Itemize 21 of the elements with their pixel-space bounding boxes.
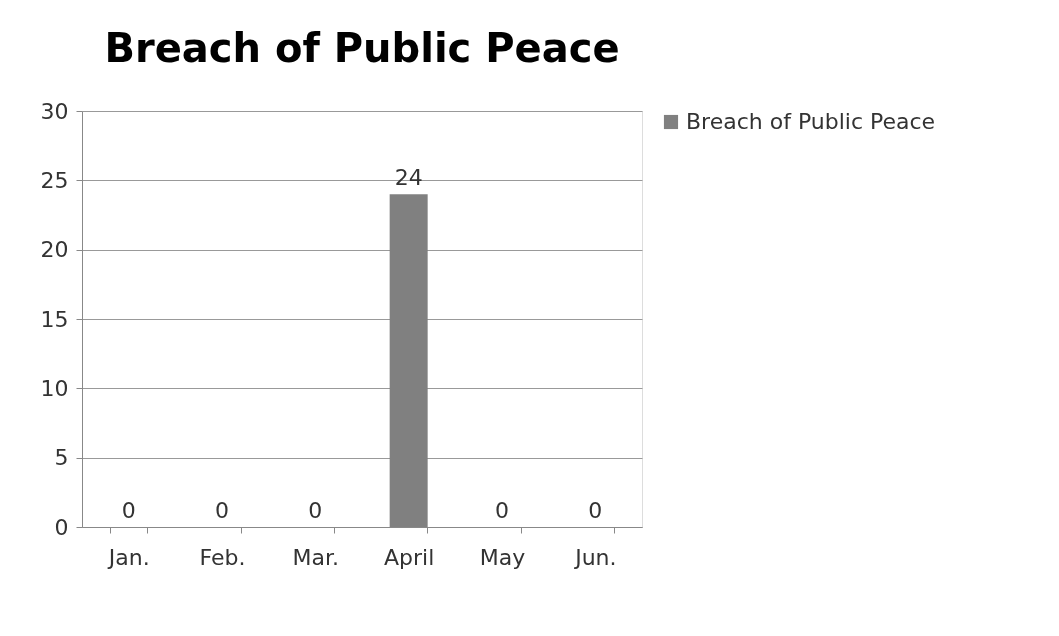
- x-tick-label: May: [479, 544, 526, 570]
- y-tick-label: 25: [40, 167, 69, 193]
- x-tick-label: April: [384, 544, 435, 570]
- y-tick-label: 20: [40, 237, 69, 263]
- y-tick-label: 5: [54, 445, 69, 471]
- data-label: 24: [394, 165, 423, 191]
- data-label: 0: [215, 498, 229, 523]
- data-label: 0: [495, 498, 509, 523]
- x-tick-label: Jan.: [106, 544, 150, 570]
- data-label: 0: [121, 498, 136, 523]
- x-tick-label: Feb.: [199, 544, 246, 570]
- legend-label: Breach of Public Peace: [686, 109, 936, 134]
- y-tick-label: 0: [54, 514, 69, 540]
- data-label: 0: [588, 498, 603, 523]
- x-tick-label: Jun.: [573, 544, 617, 570]
- chart-title: Breach of Public Peace: [104, 25, 620, 71]
- y-tick-label: 15: [40, 306, 69, 332]
- data-label: 0: [308, 498, 323, 523]
- y-tick-label: 10: [40, 375, 69, 401]
- x-tick-label: Mar.: [292, 544, 340, 570]
- y-tick-label: 30: [40, 98, 69, 124]
